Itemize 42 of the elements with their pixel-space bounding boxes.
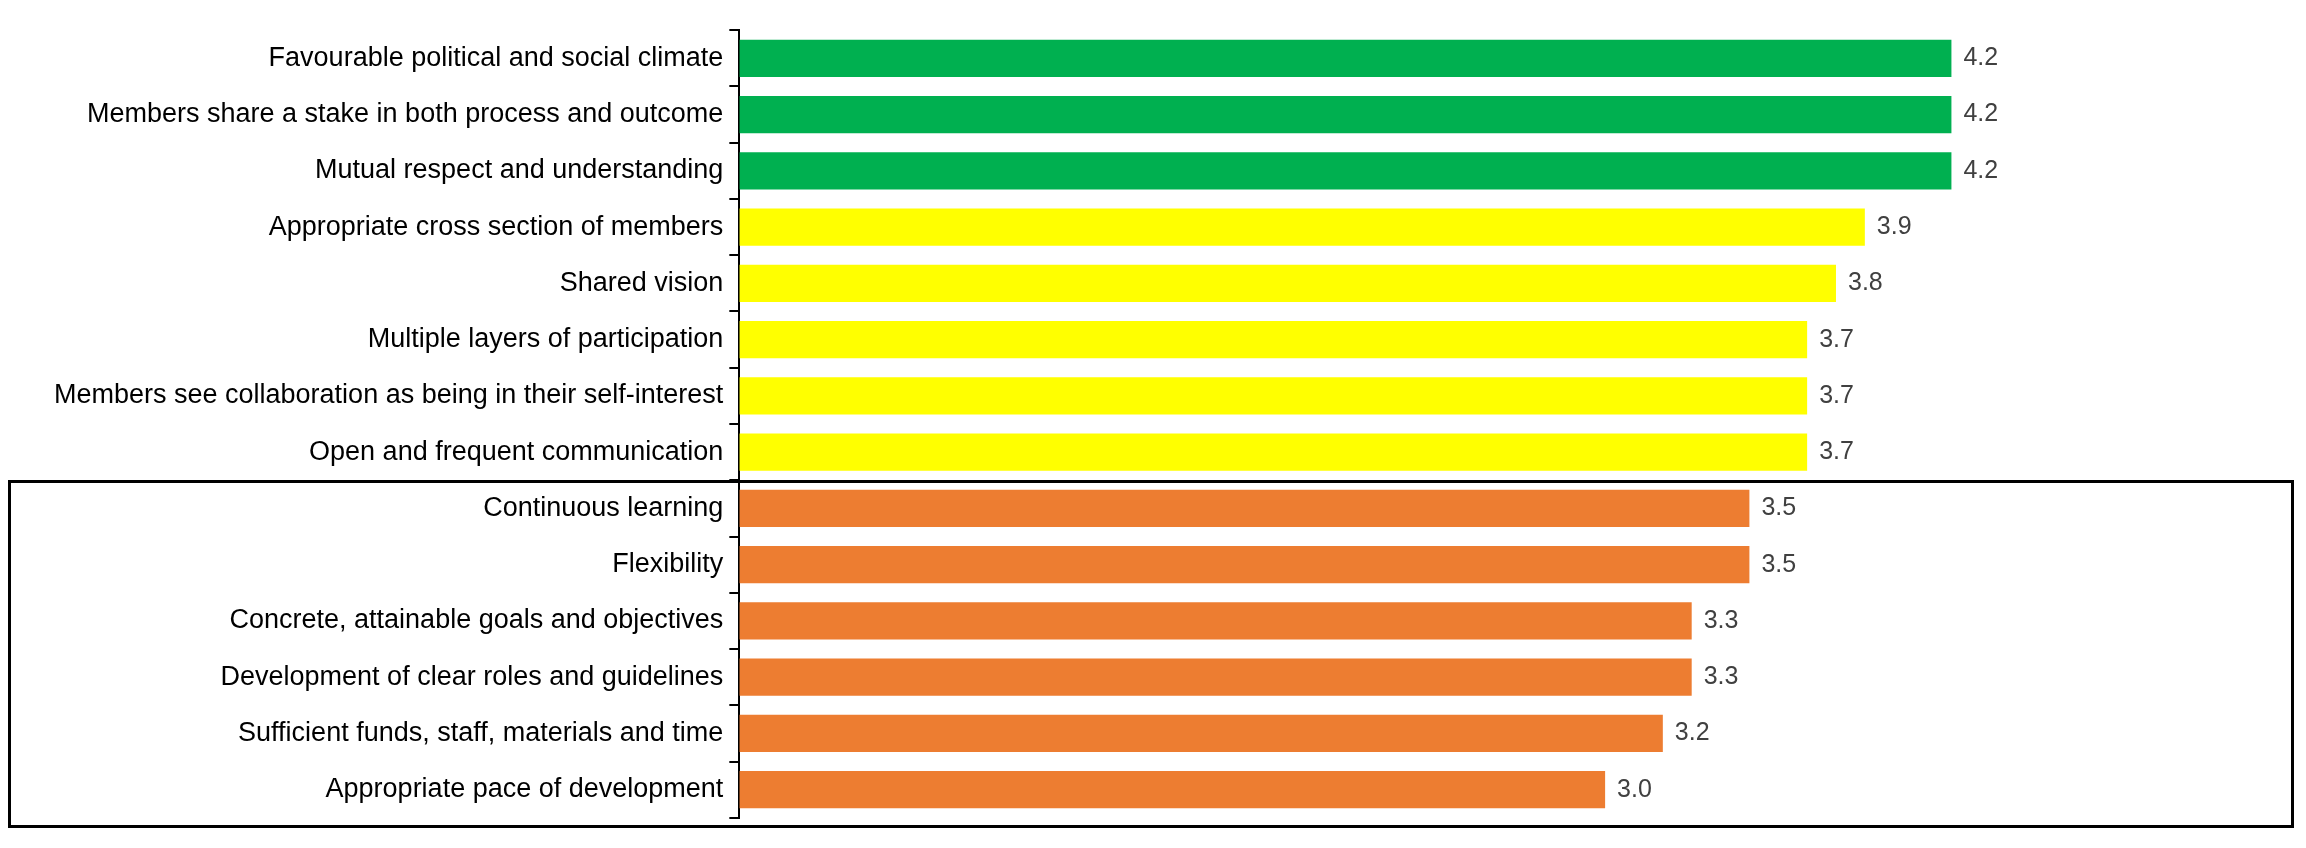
y-tick-label: Appropriate cross section of members — [268, 210, 724, 241]
y-tick-label: Open and frequent communication — [309, 435, 724, 466]
data-label: 3.3 — [1703, 661, 1739, 690]
y-tick-label: Development of clear roles and guidelines — [220, 660, 724, 691]
bar — [739, 321, 1808, 359]
bar — [739, 208, 1865, 246]
bar — [739, 96, 1952, 134]
y-tick-label: Mutual respect and understanding — [315, 154, 724, 185]
data-label: 3.0 — [1617, 773, 1652, 802]
data-label: 4.2 — [1963, 42, 1999, 71]
data-label: 3.5 — [1761, 492, 1797, 521]
data-label: 3.5 — [1761, 548, 1797, 577]
bar — [739, 39, 1952, 77]
data-label: 3.3 — [1703, 604, 1739, 633]
bar — [739, 152, 1952, 190]
y-tick-label: Shared vision — [559, 266, 724, 297]
bar — [739, 264, 1836, 302]
data-label: 4.2 — [1963, 98, 1999, 127]
y-tick-label: Members see collaboration as being in their self-interest — [53, 379, 724, 410]
bar — [739, 658, 1692, 696]
bar — [739, 489, 1750, 527]
y-tick-label: Appropriate pace of development — [325, 773, 724, 804]
y-tick-label: Flexibility — [612, 548, 724, 579]
bar — [739, 714, 1663, 752]
y-tick-label: Sufficient funds, staff, materials and time — [238, 716, 724, 747]
data-label: 4.2 — [1963, 154, 1999, 183]
data-label: 3.7 — [1819, 323, 1854, 352]
data-label: 3.7 — [1819, 436, 1854, 465]
y-tick-label: Continuous learning — [483, 491, 724, 522]
bar — [739, 377, 1808, 415]
y-tick-label: Members share a stake in both process and outcome — [86, 98, 724, 129]
y-tick-label: Favourable political and social climate — [268, 41, 724, 72]
y-tick-label: Concrete, attainable goals and objectives — [229, 604, 724, 635]
bar — [739, 771, 1606, 809]
data-label: 3.7 — [1819, 379, 1854, 408]
bar — [739, 602, 1692, 640]
data-label: 3.8 — [1847, 267, 1883, 296]
bar — [739, 433, 1808, 471]
data-label: 3.9 — [1876, 210, 1912, 239]
bar — [739, 546, 1750, 584]
y-tick-label: Multiple layers of participation — [367, 323, 724, 354]
data-label: 3.2 — [1674, 717, 1710, 746]
